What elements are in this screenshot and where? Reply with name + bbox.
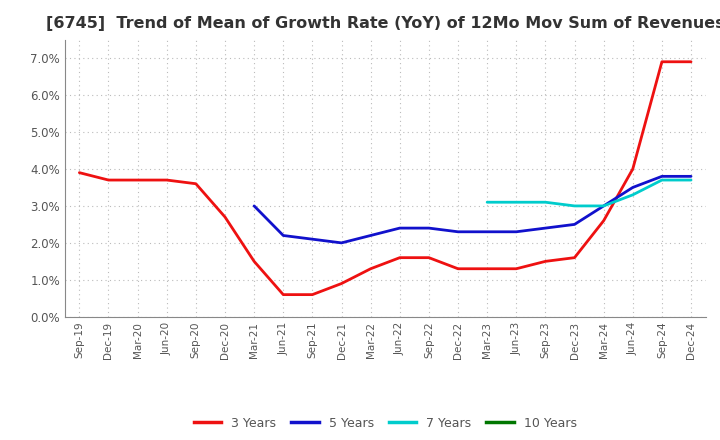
- Legend: 3 Years, 5 Years, 7 Years, 10 Years: 3 Years, 5 Years, 7 Years, 10 Years: [189, 412, 582, 435]
- Title: [6745]  Trend of Mean of Growth Rate (YoY) of 12Mo Mov Sum of Revenues: [6745] Trend of Mean of Growth Rate (YoY…: [46, 16, 720, 32]
